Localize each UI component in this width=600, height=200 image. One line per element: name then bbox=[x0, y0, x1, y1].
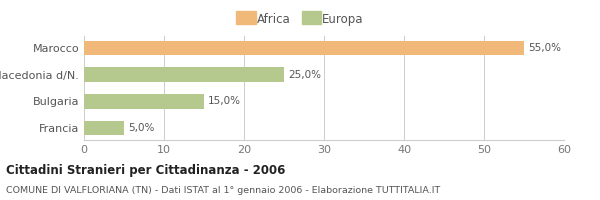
Bar bbox=[84, 41, 524, 55]
Bar bbox=[84, 94, 204, 109]
Bar bbox=[84, 121, 124, 135]
Text: COMUNE DI VALFLORIANA (TN) - Dati ISTAT al 1° gennaio 2006 - Elaborazione TUTTIT: COMUNE DI VALFLORIANA (TN) - Dati ISTAT … bbox=[6, 186, 440, 195]
Text: 5,0%: 5,0% bbox=[128, 123, 154, 133]
Text: 55,0%: 55,0% bbox=[528, 43, 561, 53]
Text: Cittadini Stranieri per Cittadinanza - 2006: Cittadini Stranieri per Cittadinanza - 2… bbox=[6, 164, 286, 177]
Text: 25,0%: 25,0% bbox=[288, 70, 321, 80]
Bar bbox=[84, 67, 284, 82]
Legend: Africa, Europa: Africa, Europa bbox=[232, 8, 368, 30]
Text: 15,0%: 15,0% bbox=[208, 96, 241, 106]
